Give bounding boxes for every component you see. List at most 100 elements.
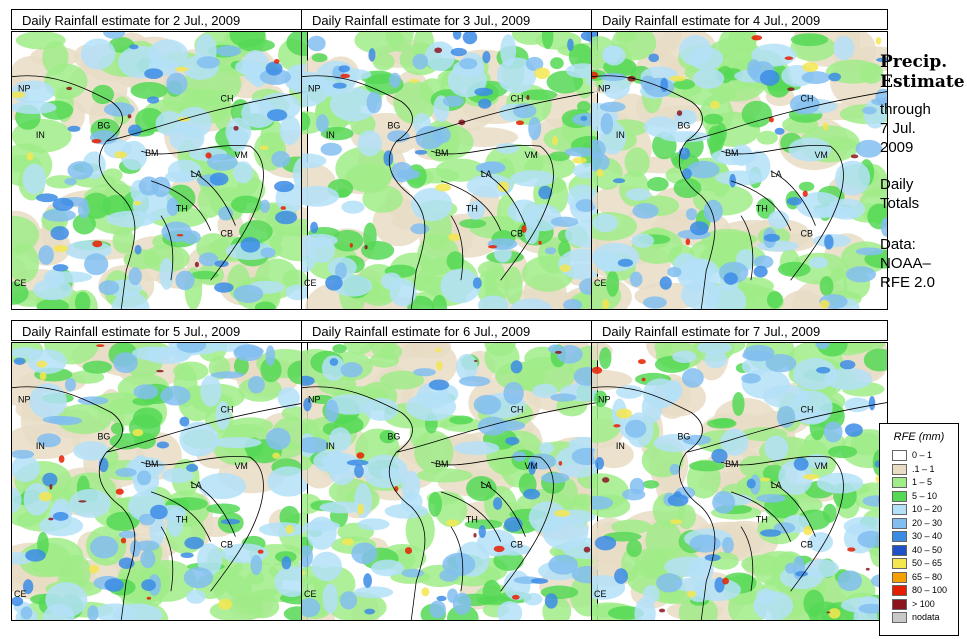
rain-cell <box>129 44 139 50</box>
legend-label: 0 – 1 <box>912 450 933 460</box>
legend-item: .1 – 1 <box>880 463 958 477</box>
rain-cell <box>20 606 33 620</box>
legend-swatch <box>892 477 907 488</box>
rain-cell <box>660 77 669 93</box>
rain-cell <box>687 160 720 179</box>
legend-swatch <box>892 490 907 502</box>
rain-cell <box>265 345 276 366</box>
legend-swatch <box>892 571 907 583</box>
country-label: BG <box>97 431 110 441</box>
country-label: VM <box>814 461 827 471</box>
rain-cell <box>442 95 464 107</box>
rain-cell <box>863 348 887 372</box>
rain-cell <box>781 290 825 309</box>
rain-cell <box>478 525 486 538</box>
country-label: TH <box>176 515 188 525</box>
rain-cell <box>611 519 652 535</box>
rain-cell <box>862 106 877 115</box>
rain-cell <box>756 130 778 145</box>
rain-cell <box>306 516 337 550</box>
rain-cell <box>412 53 429 70</box>
rain-cell <box>339 591 358 610</box>
legend-swatch <box>892 612 907 623</box>
country-label: BM <box>145 148 158 158</box>
rain-cell <box>302 233 338 247</box>
rain-cell <box>764 435 789 461</box>
rain-cell <box>316 114 329 133</box>
rain-cell <box>615 385 643 399</box>
rain-cell <box>473 533 477 538</box>
rain-cell <box>53 245 69 253</box>
country-label: TH <box>176 204 188 214</box>
rain-cell <box>274 180 294 193</box>
rain-cell <box>64 377 77 392</box>
rain-cell <box>673 78 696 90</box>
rain-cell <box>592 213 619 233</box>
rain-cell <box>13 357 26 365</box>
rain-cell <box>349 242 353 248</box>
rain-cell <box>115 467 137 478</box>
rain-cell <box>424 41 456 72</box>
rain-cell <box>538 240 542 245</box>
rain-cell <box>372 52 395 71</box>
rain-cell <box>504 266 523 305</box>
rain-cell <box>186 463 199 472</box>
rain-cell <box>29 383 67 419</box>
rain-cell <box>760 529 782 537</box>
rain-cell <box>12 56 53 90</box>
rain-cell <box>729 173 736 188</box>
rain-cell <box>56 403 112 435</box>
rain-cell <box>572 163 597 179</box>
rain-cell <box>87 605 99 620</box>
rain-cell <box>472 277 482 289</box>
rain-cell <box>511 594 520 600</box>
rain-cell <box>368 48 376 62</box>
rain-cell <box>159 257 174 290</box>
rain-cell <box>111 291 150 309</box>
country-label: CE <box>304 278 316 288</box>
rain-cell <box>658 608 666 613</box>
rain-cell <box>692 68 725 89</box>
rain-cell <box>74 291 91 309</box>
rain-cell <box>64 177 77 186</box>
rain-cell <box>198 252 219 267</box>
rain-cell <box>162 468 194 483</box>
rain-cell <box>254 301 276 309</box>
country-label: CH <box>511 404 524 414</box>
rain-cell <box>431 294 448 309</box>
rain-cell <box>383 150 394 167</box>
rain-cell <box>133 200 142 206</box>
through-text: through <box>880 101 931 118</box>
rain-cell <box>400 491 423 512</box>
rain-cell <box>302 545 313 568</box>
rain-cell <box>73 441 110 461</box>
country-label: BG <box>677 431 690 441</box>
rain-cell <box>850 154 859 159</box>
rain-cell <box>595 456 605 470</box>
legend-item: 40 – 50 <box>880 544 958 558</box>
rain-cell <box>659 276 672 290</box>
rain-cell <box>689 534 721 553</box>
rain-cell <box>550 393 577 402</box>
rain-cell <box>554 509 571 517</box>
rain-cell <box>42 208 76 222</box>
rain-cell <box>642 296 667 309</box>
rain-cell <box>844 423 863 437</box>
rain-cell <box>26 152 34 161</box>
rain-cell <box>173 361 209 382</box>
rain-cell <box>91 84 115 105</box>
rain-cell <box>12 215 39 254</box>
rain-cell <box>218 598 233 610</box>
rain-cell <box>137 470 152 486</box>
rain-cell <box>550 216 579 227</box>
rain-cell <box>558 248 597 280</box>
map-svg: NP CH IN BG BM VM LA TH CB CE <box>592 343 887 620</box>
rain-cell <box>503 381 524 405</box>
rain-cell <box>70 370 105 384</box>
rain-cell <box>321 355 345 381</box>
legend-label: > 100 <box>912 598 935 609</box>
rain-cell <box>230 195 263 214</box>
rain-cell <box>554 350 562 354</box>
rain-cell <box>115 488 124 495</box>
rain-cell <box>642 480 660 489</box>
